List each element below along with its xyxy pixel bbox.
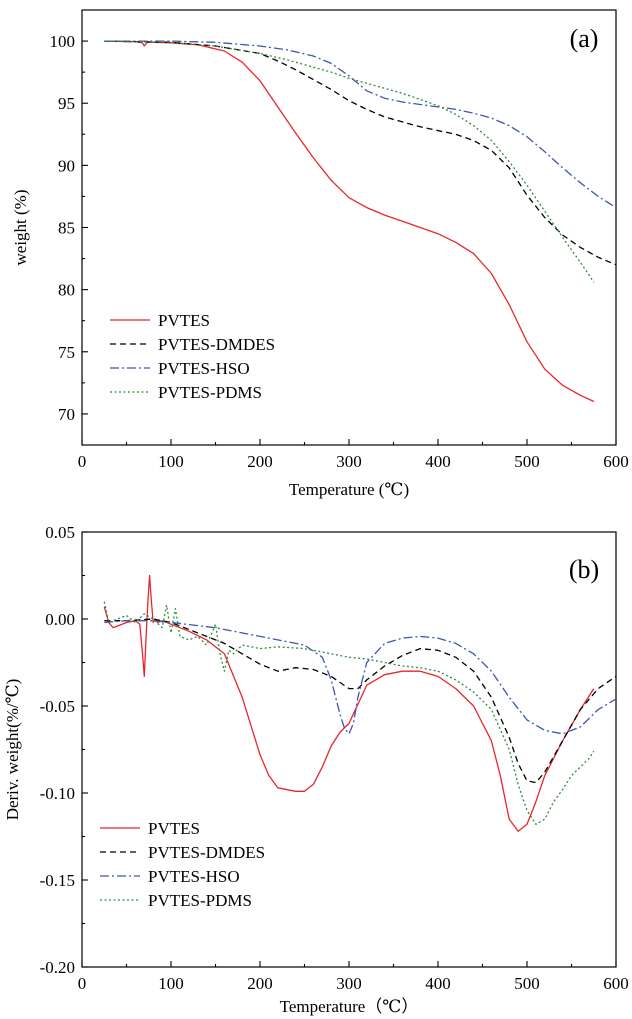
series-line-pvtes-hso xyxy=(104,40,617,209)
x-tick-label: 0 xyxy=(78,974,87,993)
y-tick-label: 0.05 xyxy=(45,523,75,542)
legend-entry-label: PVTES-HSO xyxy=(158,359,250,378)
y-tick-label: 95 xyxy=(58,94,75,113)
y-tick-label: 90 xyxy=(58,156,75,175)
y-tick-label: -0.10 xyxy=(40,784,75,803)
x-tick-label: 200 xyxy=(247,452,273,471)
x-tick-label: 600 xyxy=(603,452,629,471)
x-axis-title: Temperature (℃) xyxy=(289,480,409,499)
series-line-pvtes-dmdes xyxy=(104,40,617,266)
y-tick-label: 85 xyxy=(58,219,75,238)
series-line-pvtes-pdms xyxy=(103,601,595,825)
x-tick-label: 100 xyxy=(158,974,184,993)
y-axis-title: weight (%) xyxy=(11,189,30,265)
legend-entry-label: PVTES-PDMS xyxy=(158,383,262,402)
x-tick-label: 400 xyxy=(425,974,451,993)
y-tick-label: -0.05 xyxy=(40,697,75,716)
panel-label: (a) xyxy=(570,24,599,53)
x-tick-label: 500 xyxy=(514,974,540,993)
x-tick-label: 200 xyxy=(247,974,273,993)
y-tick-label: 100 xyxy=(50,32,76,51)
x-tick-label: 100 xyxy=(158,452,184,471)
x-axis-title: Temperature（℃） xyxy=(280,997,419,1016)
y-tick-label: -0.20 xyxy=(40,958,75,977)
x-tick-label: 0 xyxy=(78,452,87,471)
chart-panel-b: 0 100 200 300 400 500 600 0.05 0.00 -0.05 -0.10 -0.… xyxy=(3,523,629,1016)
series-line-pvtes-pdms xyxy=(104,40,595,283)
y-tick-label: 75 xyxy=(58,343,75,362)
legend-entry-label: PVTES-DMDES xyxy=(158,335,275,354)
x-tick-label: 400 xyxy=(425,452,451,471)
panel-label: (b) xyxy=(569,555,599,584)
y-tick-label: 80 xyxy=(58,281,75,300)
x-tick-label: 300 xyxy=(336,974,362,993)
chart-panel-a: 0 100 200 300 400 500 600 70 75 80 85 90 95 100 Temper… xyxy=(11,9,629,499)
y-tick-label: 70 xyxy=(58,405,75,424)
x-tick-label: 600 xyxy=(603,974,629,993)
x-tick-label: 500 xyxy=(514,452,540,471)
x-tick-label: 300 xyxy=(336,452,362,471)
y-tick-label: -0.15 xyxy=(40,871,75,890)
legend-entry-label: PVTES xyxy=(148,819,200,838)
y-tick-label: 0.00 xyxy=(45,610,75,629)
series-line-pvtes-dmdes xyxy=(104,618,617,784)
series-line-pvtes-hso xyxy=(104,620,617,735)
legend-entry-label: PVTES-DMDES xyxy=(148,843,265,862)
legend-entry-label: PVTES-PDMS xyxy=(148,891,252,910)
series-line-pvtes xyxy=(103,574,595,832)
legend-entry-label: PVTES xyxy=(158,311,210,330)
legend-entry-label: PVTES-HSO xyxy=(148,867,240,886)
y-axis-title: Deriv. weight(%/℃) xyxy=(3,679,22,821)
